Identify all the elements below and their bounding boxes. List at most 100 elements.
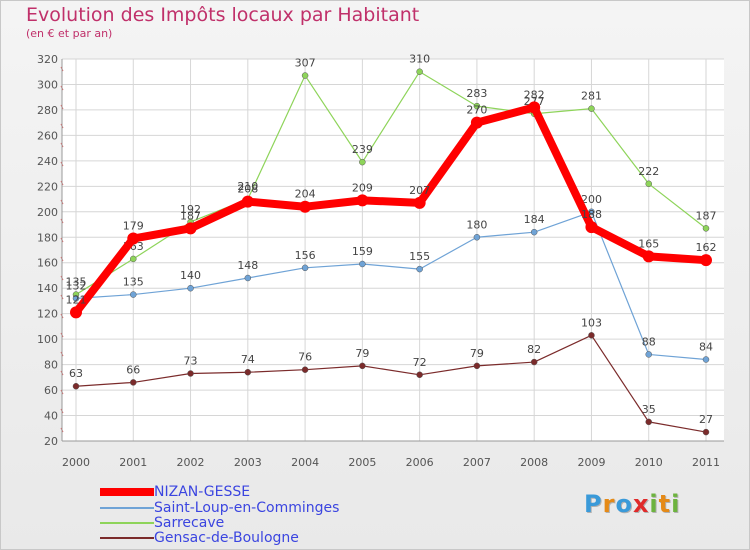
data-point (416, 68, 423, 75)
y-tick-label: 280 (37, 104, 58, 117)
data-point (127, 232, 140, 245)
data-point (130, 291, 137, 298)
data-label: 76 (298, 351, 312, 364)
logo-letter: r (602, 490, 616, 518)
y-tick-label: 240 (37, 155, 58, 168)
data-point (530, 358, 538, 366)
x-tick-label: 2010 (635, 456, 663, 469)
data-label: 209 (352, 181, 373, 194)
legend-swatch (100, 521, 154, 524)
legend-label: Gensac-de-Boulogne (154, 529, 299, 546)
data-label: 72 (413, 356, 427, 369)
data-label: 132 (66, 279, 87, 292)
data-label: 282 (524, 88, 545, 101)
data-point (130, 255, 137, 263)
legend-item: Saint-Loup-en-Comminges (100, 499, 339, 516)
x-tick-label: 2009 (577, 456, 605, 469)
y-tick-label: 300 (37, 78, 58, 91)
data-label: 270 (466, 104, 487, 117)
data-point (588, 105, 595, 112)
data-point (244, 368, 252, 376)
x-tick-label: 2004 (291, 456, 319, 469)
data-label: 66 (126, 363, 140, 376)
data-point (702, 225, 710, 232)
x-tick-label: 2008 (520, 456, 548, 469)
legend-item: Sarrecave (100, 514, 224, 531)
data-label: 187 (180, 209, 201, 222)
data-label: 35 (642, 403, 656, 416)
data-label: 204 (295, 188, 316, 201)
y-tick-label: 140 (37, 282, 58, 295)
data-label: 82 (527, 343, 541, 356)
data-label: 88 (642, 335, 656, 348)
data-point (241, 195, 254, 208)
data-point (301, 366, 309, 373)
data-point (473, 362, 481, 370)
data-point (130, 379, 137, 386)
data-label: 200 (581, 193, 602, 206)
x-tick-label: 2006 (406, 456, 434, 469)
logo-letter: i (671, 490, 681, 518)
y-tick-label: 20 (44, 435, 58, 448)
y-tick-label: 60 (44, 384, 58, 397)
y-tick-label: 160 (37, 257, 58, 270)
data-point (359, 158, 366, 166)
data-label: 179 (123, 220, 144, 233)
y-tick-label: 120 (37, 308, 58, 321)
data-label: 135 (66, 276, 87, 289)
data-label: 165 (638, 237, 659, 250)
data-label: 155 (409, 250, 430, 263)
logo-letter: x (632, 490, 650, 518)
y-tick-label: 180 (37, 231, 58, 244)
data-point (416, 371, 423, 379)
data-label: 148 (237, 259, 258, 272)
data-point (702, 428, 710, 436)
data-label: 283 (466, 87, 487, 100)
x-tick-label: 2007 (463, 456, 491, 469)
data-point (473, 102, 481, 110)
data-label: 79 (355, 347, 369, 360)
data-point (187, 284, 194, 292)
data-label: 188 (581, 208, 602, 221)
data-point (70, 306, 82, 319)
y-tick-label: 100 (37, 333, 58, 346)
data-point (702, 356, 710, 363)
data-point (72, 382, 80, 390)
y-tick-label: 260 (37, 129, 58, 142)
data-label: 184 (524, 213, 545, 226)
plot-area (62, 59, 724, 441)
legend-item: NIZAN-GESSE (100, 483, 250, 500)
data-label: 180 (466, 218, 487, 231)
data-point (416, 265, 423, 273)
data-label: 222 (638, 165, 659, 178)
data-point (700, 254, 712, 267)
data-label: 162 (696, 241, 717, 254)
x-tick-label: 2005 (348, 456, 376, 469)
data-label: 310 (409, 53, 430, 66)
y-tick-label: 200 (37, 206, 58, 219)
x-tick-label: 2011 (692, 456, 720, 469)
data-label: 63 (69, 367, 83, 380)
data-label: 74 (241, 353, 255, 366)
data-point (528, 101, 541, 114)
legend-label: Saint-Loup-en-Comminges (154, 499, 340, 516)
series-line-Gensac-de-Boulogne (75, 334, 707, 433)
series-line-NIZAN-GESSE (72, 103, 710, 317)
data-label: 27 (699, 413, 713, 426)
logo-letter: o (615, 490, 633, 518)
x-tick-label: 2002 (177, 456, 205, 469)
data-label: 281 (581, 90, 602, 103)
data-point (413, 196, 426, 209)
data-label: 73 (184, 355, 198, 368)
proxiti-logo: Proxiti (584, 490, 680, 518)
data-label: 307 (295, 57, 316, 70)
chart-subtitle: (en € et par an) (26, 27, 113, 40)
data-point (588, 332, 595, 339)
data-point (470, 116, 483, 129)
data-label: 187 (696, 209, 717, 222)
x-tick-label: 2000 (62, 456, 90, 469)
data-point (585, 221, 598, 234)
legend-label: NIZAN-GESSE (154, 483, 251, 500)
data-label: 140 (180, 269, 201, 282)
data-label: 156 (295, 249, 316, 262)
